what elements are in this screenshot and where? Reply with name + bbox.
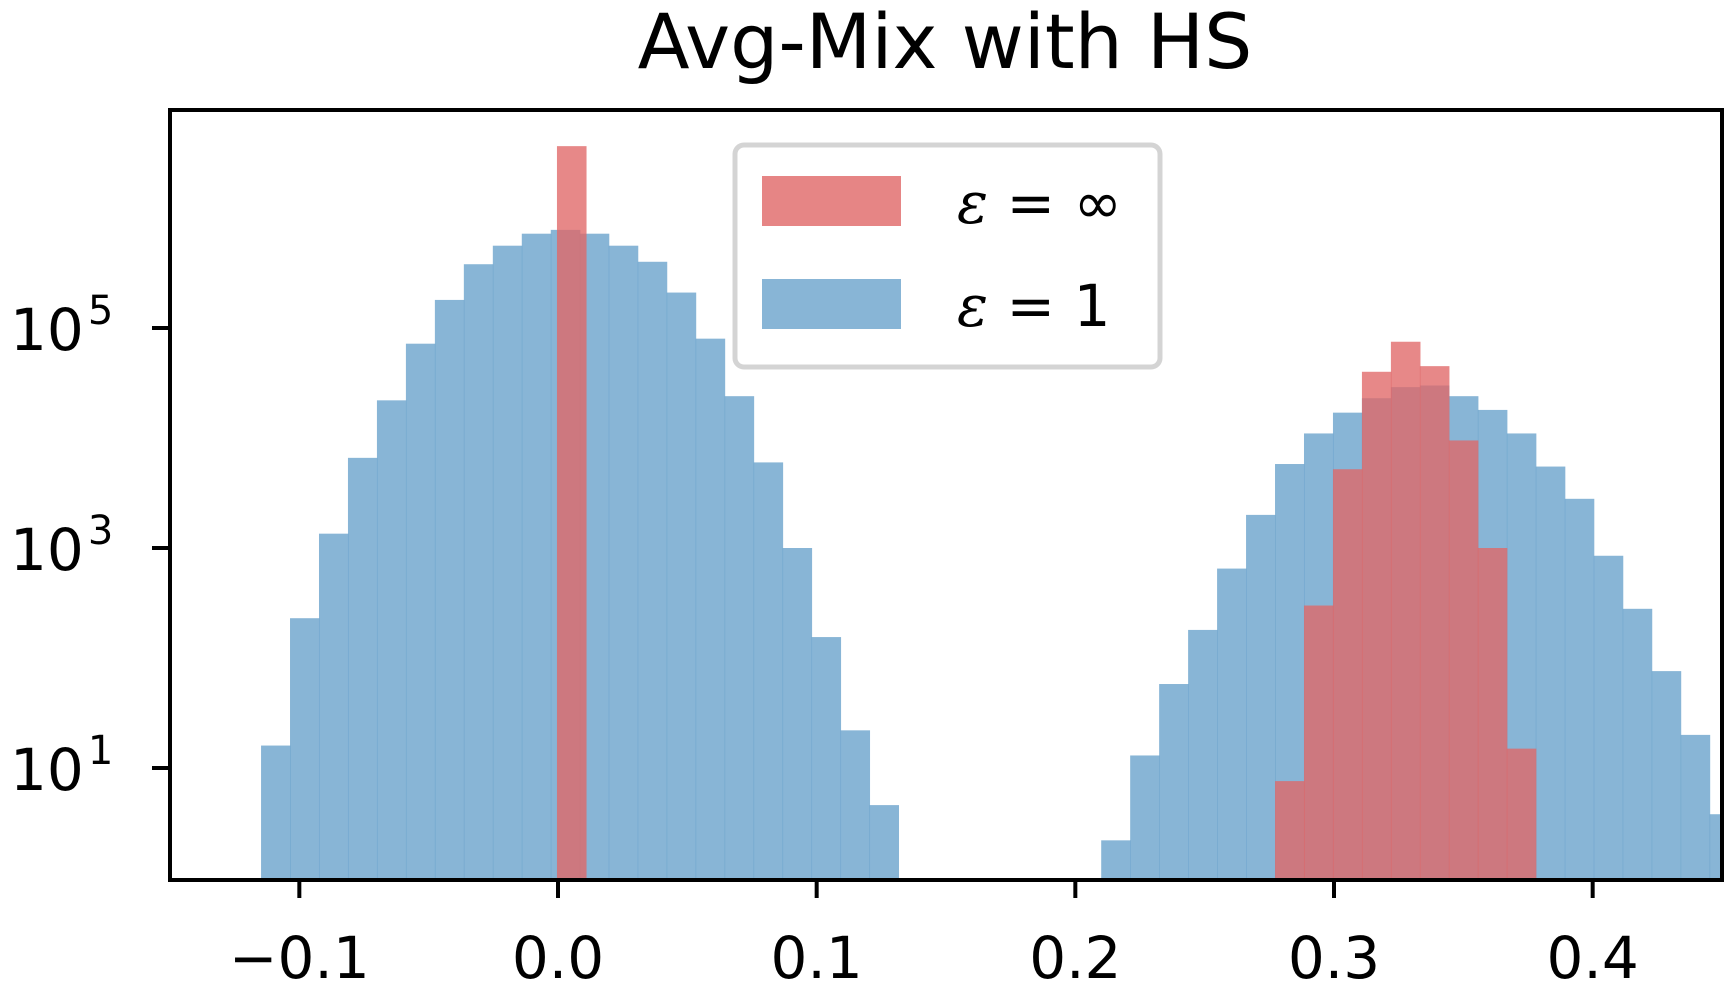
bar-eps-1-21 [869,805,900,880]
x-tick-label-1: 0.0 [512,924,604,992]
bar-eps-1-43 [1709,814,1722,880]
bar-eps-1-26 [1217,568,1247,880]
bar-eps-1-19 [811,637,842,880]
bar-eps-1-38 [1564,498,1595,880]
bar-eps-1-39 [1593,555,1624,880]
bar-eps-1-9 [521,233,552,880]
bar-eps-1-8 [492,245,523,880]
bar-eps-1-41 [1651,671,1682,880]
x-tick-label-3: 0.2 [1029,924,1121,992]
x-tick-label-5: 0.4 [1547,924,1639,992]
bar-eps-1-0 [261,745,291,880]
y-tick-label-2: 10 5 [10,288,113,364]
bar-eps-inf-8 [1477,548,1508,880]
bar-eps-1-13 [637,261,668,880]
y-tick-label-1: 10 3 [10,508,113,584]
legend-swatch-eps-1 [762,279,901,329]
legend: ε = ∞ ε = 1 [732,142,1163,370]
bar-eps-1-3 [347,457,378,880]
bar-eps-1-4 [376,400,407,880]
bar-eps-1-17 [753,462,784,880]
y-tick-label-0-base: 10 [10,736,84,804]
bar-eps-1-27 [1246,514,1276,880]
bar-eps-inf-7 [1448,440,1479,880]
bar-eps-1-24 [1159,684,1189,880]
y-tick-label-0: 10 1 [10,728,113,804]
bar-eps-1-18 [782,548,813,880]
bar-eps-inf-3 [1332,469,1363,880]
bar-eps-1-15 [695,338,726,880]
bar-eps-inf-2 [1303,605,1334,880]
y-tick-label-1-base: 10 [10,516,84,584]
bar-eps-inf-1 [1275,781,1305,880]
bars-layer [261,146,1722,880]
bar-eps-1-23 [1130,755,1160,880]
legend-label-eps-1: ε = 1 [957,272,1111,340]
bar-eps-1-25 [1188,629,1218,880]
bar-eps-1-40 [1622,608,1653,880]
bar-eps-1-6 [434,299,465,880]
bar-eps-inf-4 [1361,371,1392,880]
legend-label-eps-1-value: = 1 [988,272,1110,340]
y-tick-label-2-exp: 5 [88,288,113,334]
bar-eps-1-16 [724,396,755,880]
bar-eps-1-22 [1101,840,1131,880]
bar-eps-inf-6 [1419,366,1450,880]
x-tick-label-4: 0.3 [1288,924,1380,992]
legend-swatch-eps-inf [762,176,901,226]
legend-label-eps-inf-symbol: ε [957,169,988,237]
bar-eps-1-12 [608,245,639,880]
bar-eps-1-7 [463,264,494,880]
plot-frame [168,108,1724,882]
bar-eps-inf-5 [1390,341,1421,880]
chart-title: Avg-Mix with HS [638,0,1253,86]
bar-eps-1-14 [666,292,697,880]
bar-eps-1-42 [1680,734,1711,880]
y-tick-label-1-exp: 3 [88,508,113,554]
legend-label-eps-inf-value: = ∞ [988,169,1122,237]
bar-eps-inf-9 [1506,748,1537,880]
bar-eps-1-5 [405,343,436,880]
bar-eps-1-1 [290,618,320,880]
bar-eps-1-20 [840,730,871,880]
y-tick-label-2-base: 10 [10,296,84,364]
bar-eps-1-2 [318,533,349,880]
x-tick-label-0: −0.1 [229,924,370,992]
x-tick-label-2: 0.1 [771,924,863,992]
legend-label-eps-1-symbol: ε [957,272,988,340]
bar-eps-inf-0 [556,146,587,880]
x-axis: −0.1 0.0 0.1 0.2 0.3 0.4 [229,880,1639,992]
bar-eps-1-37 [1535,466,1566,880]
y-tick-label-0-exp: 1 [88,728,113,774]
legend-label-eps-inf: ε = ∞ [957,169,1122,237]
